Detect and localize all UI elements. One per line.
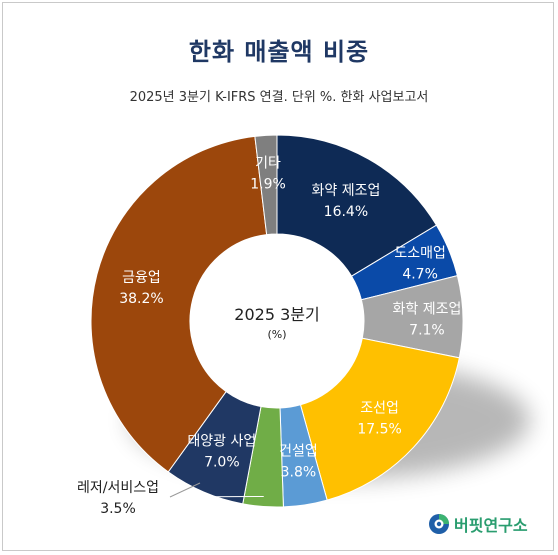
donut-hole: [190, 234, 364, 408]
chart-subtitle: 2025년 3분기 K-IFRS 연결. 단위 %. 한화 사업보고서: [129, 90, 429, 105]
slice-value-1: 4.7%: [402, 267, 438, 283]
slice-label-4: 건설업: [279, 443, 318, 459]
slice-label-0: 화약 제조업: [311, 183, 380, 199]
slice-value-8: 1.9%: [250, 176, 286, 192]
slice-label-7: 금융업: [122, 270, 161, 286]
center-sublabel: (%): [267, 328, 286, 341]
slice-value-7: 38.2%: [119, 291, 163, 307]
slice-value-5: 3.5%: [100, 501, 136, 517]
slice-value-4: 3.8%: [281, 464, 317, 480]
center-label: 2025 3분기: [234, 305, 319, 324]
slice-label-5: 레저/서비스업: [77, 480, 159, 496]
slice-value-0: 16.4%: [324, 204, 368, 220]
buffett-lab-logo-icon: [429, 514, 449, 534]
slice-value-6: 7.0%: [204, 455, 240, 471]
slice-value-2: 7.1%: [409, 322, 445, 338]
slice-value-3: 17.5%: [357, 421, 401, 437]
slice-label-8: 기타: [255, 155, 281, 171]
slice-label-6: 태양광 사업: [187, 434, 256, 450]
slice-label-3: 조선업: [360, 400, 399, 416]
leader-line-outer-5: [169, 482, 201, 498]
slice-label-1: 도소매업: [394, 246, 446, 262]
chart-title: 한화 매출액 비중: [188, 38, 370, 66]
slice-label-2: 화학 제조업: [393, 301, 462, 317]
brand-logo: 버핏연구소: [428, 512, 528, 536]
brand-name: 버핏연구소: [454, 516, 528, 535]
